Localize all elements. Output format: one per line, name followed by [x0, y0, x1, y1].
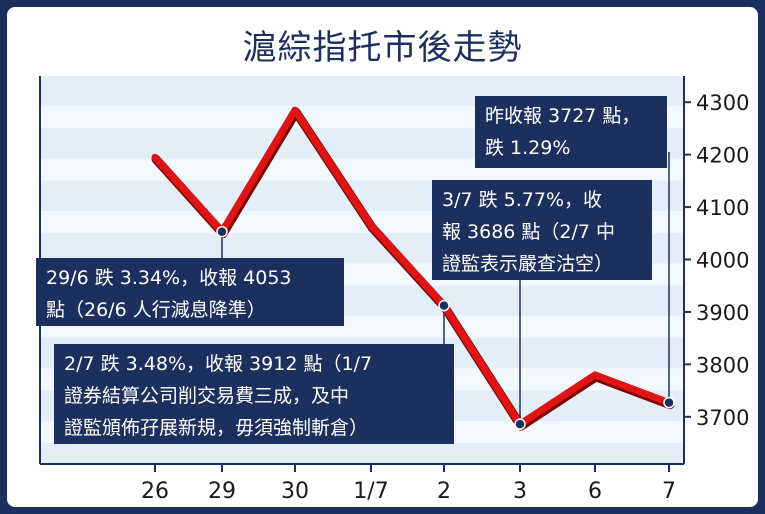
data-point-marker	[216, 225, 228, 238]
x-tick-label: 29	[208, 479, 236, 504]
annotation-box	[475, 96, 667, 168]
series-line	[151, 106, 673, 428]
data-point-marker	[663, 396, 675, 409]
x-tick-label: 3	[513, 479, 527, 504]
data-point-marker	[438, 299, 450, 312]
y-tick-label: 4100	[696, 196, 749, 220]
annotation-text: 3/7 跌 5.77%，收	[442, 189, 602, 211]
annotation-text: 點（26/6 人行減息降準）	[46, 299, 266, 321]
x-tick-label: 2	[437, 479, 451, 504]
x-tick-label: 1/7	[353, 479, 388, 504]
annotation-box	[54, 344, 454, 444]
y-tick-label: 3700	[696, 406, 749, 430]
x-tick-label: 30	[281, 479, 309, 504]
y-tick-label: 4200	[696, 144, 749, 168]
y-tick-label: 3800	[696, 353, 749, 377]
annotation-box	[36, 258, 344, 326]
annotation-text: 29/6 跌 3.34%，收報 4053	[46, 267, 292, 289]
chart-title: 滬綜指托市後走勢	[242, 28, 523, 68]
x-tick-label: 6	[588, 479, 602, 504]
data-point-marker	[514, 418, 526, 430]
annotation-text: 2/7 跌 3.48%，收報 3912 點（1/7	[64, 353, 372, 375]
y-tick-label: 4000	[696, 249, 749, 273]
y-tick-label: 4300	[696, 91, 749, 115]
x-tick-label: 26	[141, 479, 169, 504]
annotation-text: 跌 1.29%	[485, 137, 570, 159]
annotation-box	[432, 180, 652, 280]
annotation-text: 昨收報 3727 點，	[485, 105, 640, 127]
annotation-text: 證券結算公司削交易費三成，及中	[64, 385, 349, 407]
annotation-text: 證監頒佈孖展新規，毋須強制斬倉）	[64, 417, 368, 439]
y-tick-label: 3900	[696, 301, 749, 325]
annotation-text: 報 3686 點（2/7 中	[442, 221, 615, 243]
x-tick-label: 7	[662, 479, 676, 504]
annotation-text: 證監表示嚴查沽空）	[442, 253, 613, 275]
